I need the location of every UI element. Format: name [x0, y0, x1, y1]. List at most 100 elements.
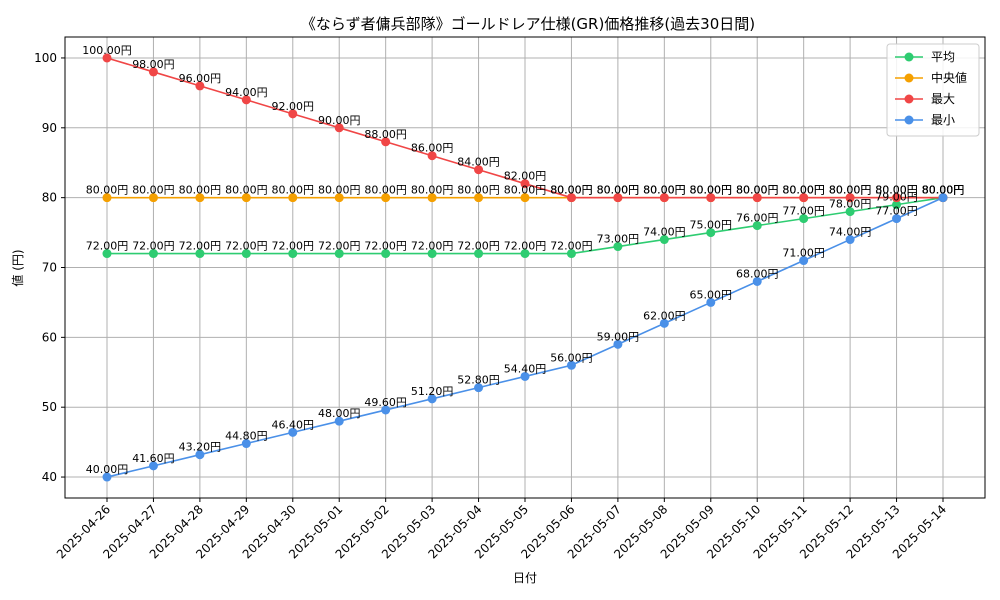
axes: 4050607080901002025-04-262025-04-272025-…	[34, 36, 986, 561]
data-label: 80.00円	[550, 184, 593, 197]
data-point	[752, 193, 762, 203]
legend-marker	[904, 115, 914, 125]
data-point	[288, 109, 298, 119]
data-label: 80.00円	[922, 184, 965, 197]
data-label: 41.60円	[132, 452, 175, 465]
data-point	[195, 450, 205, 460]
data-label: 92.00円	[272, 100, 315, 113]
data-label: 54.40円	[504, 362, 547, 375]
legend-marker	[904, 73, 914, 83]
data-label: 98.00円	[132, 58, 175, 71]
data-point	[427, 249, 437, 259]
data-point	[334, 123, 344, 133]
data-point	[241, 249, 251, 259]
legend-label: 中央値	[931, 70, 967, 85]
y-tick-label: 70	[42, 261, 57, 275]
data-label: 40.00円	[86, 463, 129, 476]
data-label: 80.00円	[875, 184, 918, 197]
data-point	[706, 193, 716, 203]
data-label: 82.00円	[504, 170, 547, 183]
data-label: 80.00円	[782, 184, 825, 197]
data-point	[520, 249, 530, 259]
data-label: 100.00円	[82, 44, 132, 57]
data-point	[799, 214, 809, 224]
data-label: 72.00円	[225, 240, 268, 253]
data-point	[799, 193, 809, 203]
data-point	[659, 193, 669, 203]
data-label: 72.00円	[318, 240, 361, 253]
data-label: 90.00円	[318, 114, 361, 127]
data-label: 72.00円	[86, 240, 129, 253]
data-point	[613, 193, 623, 203]
data-point	[334, 193, 344, 203]
legend-label: 最小	[931, 113, 955, 127]
y-tick-label: 40	[42, 470, 57, 484]
data-point	[148, 193, 158, 203]
data-point	[566, 249, 576, 259]
data-point	[334, 416, 344, 426]
data-label: 49.60円	[364, 396, 407, 409]
data-label: 80.00円	[504, 184, 547, 197]
data-label: 80.00円	[318, 184, 361, 197]
legend-label: 平均	[931, 50, 955, 64]
data-label: 80.00円	[875, 184, 918, 197]
data-label: 80.00円	[829, 184, 872, 197]
grid	[65, 37, 985, 498]
data-point	[752, 221, 762, 231]
data-point	[288, 249, 298, 259]
data-label: 80.00円	[736, 184, 779, 197]
data-label: 80.00円	[829, 184, 872, 197]
data-point	[520, 193, 530, 203]
data-point	[799, 256, 809, 266]
data-point	[474, 165, 484, 175]
data-point	[102, 53, 112, 63]
data-label: 80.00円	[922, 184, 965, 197]
data-label: 72.00円	[504, 240, 547, 253]
data-label: 79.00円	[875, 191, 918, 204]
data-label: 48.00円	[318, 407, 361, 420]
data-label: 56.00円	[550, 351, 593, 364]
data-label: 96.00円	[179, 72, 222, 85]
y-tick-label: 100	[34, 51, 57, 65]
data-label: 77.00円	[782, 205, 825, 218]
data-labels: 72.00円 72.00円 72.00円 72.00円 72.00円 72.00円 72.0…	[82, 44, 964, 476]
data-label: 68.00円	[736, 267, 779, 280]
legend-box	[886, 43, 980, 137]
data-label: 74.00円	[643, 226, 686, 239]
data-point	[566, 360, 576, 370]
data-label: 80.00円	[225, 184, 268, 197]
data-point	[892, 200, 902, 210]
data-point	[427, 151, 437, 161]
data-point	[241, 439, 251, 449]
legend-marker	[904, 52, 914, 62]
data-label: 62.00円	[643, 309, 686, 322]
data-label: 80.00円	[643, 184, 686, 197]
data-point	[102, 193, 112, 203]
data-label: 59.00円	[597, 330, 640, 343]
data-label: 73.00円	[597, 233, 640, 246]
legend-marker	[904, 94, 914, 104]
series-layer	[102, 53, 948, 482]
data-point	[102, 472, 112, 482]
data-point	[845, 207, 855, 217]
data-label: 80.00円	[690, 184, 733, 197]
data-label: 80.00円	[86, 184, 129, 197]
data-point	[381, 137, 391, 147]
data-point	[566, 193, 576, 203]
data-point	[381, 405, 391, 415]
legend-label: 最大	[931, 92, 955, 106]
chart-title: 《ならず者傭兵部隊》ゴールドレア仕様(GR)価格推移(過去30日間)	[301, 15, 755, 33]
data-point	[613, 242, 623, 252]
data-label: 80.00円	[643, 184, 686, 197]
data-label: 43.20円	[179, 441, 222, 454]
data-point	[288, 193, 298, 203]
data-point	[241, 193, 251, 203]
data-label: 72.00円	[132, 240, 175, 253]
data-label: 80.00円	[782, 184, 825, 197]
data-point	[659, 318, 669, 328]
data-label: 78.00円	[829, 198, 872, 211]
data-label: 84.00円	[457, 156, 500, 169]
data-point	[288, 427, 298, 437]
